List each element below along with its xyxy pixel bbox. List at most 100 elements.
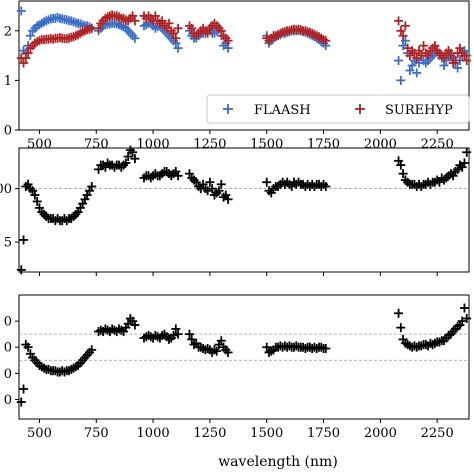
data-point bbox=[459, 158, 469, 168]
data-point bbox=[203, 186, 213, 196]
data-point bbox=[407, 61, 417, 70]
data-point bbox=[439, 53, 449, 63]
data-point bbox=[173, 329, 183, 339]
data-point bbox=[130, 16, 140, 26]
legend-marker-flaash bbox=[223, 104, 233, 114]
legend-marker-surehyp bbox=[355, 104, 365, 114]
data-point bbox=[130, 33, 140, 43]
data-point bbox=[455, 43, 465, 53]
data-point bbox=[409, 48, 419, 58]
data-point bbox=[16, 265, 26, 275]
data-point bbox=[23, 48, 33, 58]
data-point bbox=[396, 160, 406, 170]
x-tick-label: 1750 bbox=[307, 426, 340, 441]
data-point bbox=[400, 21, 410, 31]
data-point bbox=[405, 65, 415, 75]
data-point bbox=[262, 342, 272, 352]
data-point bbox=[30, 190, 40, 200]
x-tick-label: 2000 bbox=[364, 426, 397, 441]
y-tick-label: 1 bbox=[4, 74, 12, 89]
data-point bbox=[87, 181, 97, 191]
data-point bbox=[94, 23, 104, 33]
y-tick-label: 00 bbox=[0, 182, 12, 197]
data-point bbox=[23, 342, 33, 352]
x-tick-label: 1250 bbox=[193, 426, 226, 441]
data-point bbox=[171, 324, 181, 334]
x-tick-label: 1000 bbox=[137, 426, 170, 441]
x-tick-label: 1500 bbox=[250, 137, 283, 152]
data-point bbox=[32, 196, 42, 206]
series-0 bbox=[16, 303, 472, 407]
legend: FLAASH SUREHYP bbox=[206, 94, 470, 124]
data-point bbox=[462, 56, 472, 66]
data-point bbox=[412, 53, 422, 63]
data-point bbox=[173, 23, 183, 33]
series-surehyp bbox=[16, 10, 472, 68]
data-point bbox=[394, 308, 404, 318]
data-point bbox=[450, 56, 460, 66]
x-tick-label: 500 bbox=[27, 426, 52, 441]
plot-frame bbox=[18, 294, 470, 420]
data-point bbox=[412, 68, 422, 78]
data-point bbox=[216, 336, 226, 346]
data-point bbox=[19, 235, 29, 245]
x-tick-label: 1750 bbox=[307, 137, 340, 152]
data-point bbox=[19, 384, 29, 394]
x-tick-label: 750 bbox=[84, 426, 109, 441]
x-tick-label: 2000 bbox=[364, 137, 397, 152]
series-0 bbox=[16, 145, 472, 275]
data-point bbox=[419, 41, 429, 51]
data-point bbox=[130, 320, 140, 330]
data-point bbox=[262, 177, 272, 187]
data-point bbox=[123, 152, 133, 162]
data-point bbox=[453, 63, 463, 73]
data-point bbox=[173, 171, 183, 181]
data-point bbox=[223, 347, 233, 357]
data-point bbox=[457, 316, 467, 326]
legend-label-surehyp: SUREHYP bbox=[385, 103, 453, 118]
y-tick-label: 0 bbox=[4, 367, 12, 382]
data-point bbox=[405, 51, 415, 61]
data-point bbox=[459, 51, 469, 61]
data-point bbox=[446, 51, 456, 61]
data-point bbox=[130, 154, 140, 164]
data-point bbox=[171, 33, 181, 43]
x-tick-label: 1500 bbox=[250, 426, 283, 441]
y-tick-label: 0 bbox=[4, 124, 12, 139]
data-point bbox=[150, 11, 160, 21]
y-tick-label: 2 bbox=[4, 24, 12, 39]
y-tick-label: 0 bbox=[4, 341, 12, 356]
data-point bbox=[403, 43, 413, 53]
legend-label-flaash: FLAASH bbox=[254, 103, 311, 118]
data-point bbox=[16, 397, 26, 407]
plot-frame bbox=[18, 0, 470, 131]
data-point bbox=[459, 303, 469, 313]
data-point bbox=[444, 46, 454, 56]
data-point bbox=[321, 36, 331, 46]
data-point bbox=[396, 75, 406, 85]
data-point bbox=[223, 194, 233, 204]
legend-box bbox=[206, 94, 470, 124]
data-point bbox=[169, 28, 179, 38]
x-tick-label: 1250 bbox=[193, 137, 226, 152]
data-point bbox=[205, 177, 215, 187]
data-point bbox=[396, 26, 406, 36]
data-point bbox=[394, 16, 404, 26]
y-tick-label: 0 bbox=[4, 315, 12, 330]
data-point bbox=[21, 53, 31, 63]
data-point bbox=[462, 313, 472, 323]
series-flaash bbox=[16, 6, 472, 85]
y-tick-label: 0 bbox=[4, 393, 12, 408]
data-point bbox=[423, 51, 433, 61]
data-point bbox=[216, 179, 226, 189]
x-tick-label: 500 bbox=[27, 137, 52, 152]
bottom-panel: 500 750 1000 1250 1500 1750 2000 2250 0 0 0 0 bbox=[4, 294, 472, 441]
data-point bbox=[173, 43, 183, 53]
data-point bbox=[184, 329, 194, 339]
data-point bbox=[16, 6, 26, 16]
x-tick-label: 2250 bbox=[421, 137, 454, 152]
x-tick-label: 750 bbox=[84, 137, 109, 152]
y-tick-label: 5 bbox=[4, 236, 12, 251]
data-point bbox=[187, 334, 197, 344]
